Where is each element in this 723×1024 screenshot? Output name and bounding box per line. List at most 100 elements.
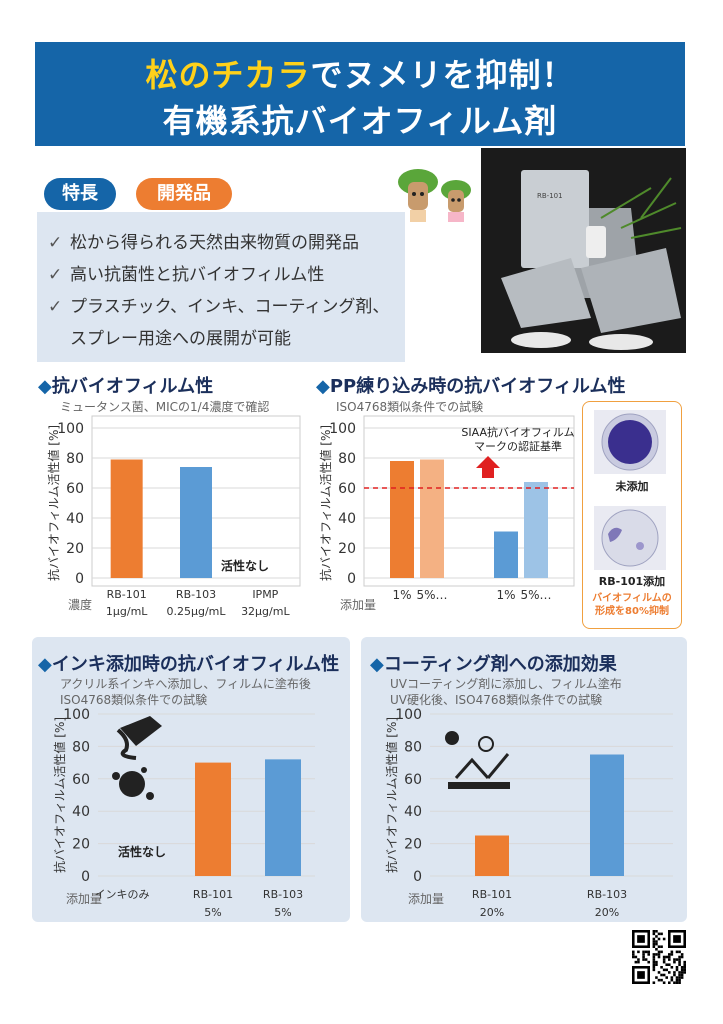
section-title-antibiofilm: ◆抗バイオフィルム性 bbox=[38, 376, 214, 397]
x-category-label: RB-103 bbox=[176, 588, 216, 601]
title-banner: 松のチカラでヌメリを抑制！ 有機系抗バイオフィルム剤 bbox=[35, 42, 685, 146]
y-tick-label: 60 bbox=[404, 772, 422, 788]
section-subtitle: ISO4768類似条件での試験 bbox=[336, 400, 484, 414]
y-tick-label: 0 bbox=[413, 869, 422, 885]
x-category-sublabel: 20% bbox=[480, 906, 504, 919]
feature-item-3: ✓ プラスチック、インキ、コーティング剤、 bbox=[48, 292, 389, 317]
x-category-label: IPMP bbox=[252, 588, 278, 601]
title-highlight: 松のチカラ bbox=[145, 56, 311, 94]
title-line-1-rest: でヌメリを抑制！ bbox=[310, 56, 575, 94]
title-line-2: 有機系抗バイオフィルム剤 bbox=[162, 102, 558, 140]
ink-pen-icon bbox=[116, 716, 162, 760]
bar bbox=[265, 759, 301, 876]
y-tick-label: 80 bbox=[72, 739, 90, 755]
qr-code[interactable] bbox=[632, 930, 686, 984]
x-row-label: 濃度 bbox=[68, 597, 92, 612]
y-axis-label: 抗バイオフィルム活性値 [%] bbox=[46, 425, 61, 581]
y-tick-label: 60 bbox=[72, 772, 90, 788]
bar bbox=[475, 835, 509, 876]
petri-dish-box bbox=[582, 401, 682, 629]
x-bar-label: 1% bbox=[496, 588, 515, 602]
mascot-illustration bbox=[398, 169, 471, 222]
y-tick-label: 40 bbox=[404, 804, 422, 820]
check-icon: ✓ bbox=[48, 233, 63, 253]
x-category-sublabel: 32μg/mL bbox=[241, 605, 290, 618]
check-icon: ✓ bbox=[48, 297, 63, 317]
x-row-label: 添加量 bbox=[408, 892, 444, 906]
y-tick-label: 40 bbox=[66, 511, 84, 527]
petri-dish-rb101 bbox=[594, 506, 666, 570]
y-tick-label: 60 bbox=[338, 481, 356, 497]
x-bar-label: 5%… bbox=[416, 588, 447, 602]
x-category-sublabel: 5% bbox=[204, 906, 221, 919]
bacteria-repel-icon bbox=[445, 731, 510, 789]
check-icon: ✓ bbox=[48, 265, 63, 285]
x-category-label: RB-101 bbox=[472, 888, 512, 901]
x-category-label: RB-103 bbox=[587, 888, 627, 901]
panel-coating bbox=[361, 637, 687, 922]
section-subtitle-1: UVコーティング剤に添加し、フィルム塗布 bbox=[390, 677, 622, 691]
y-tick-label: 80 bbox=[66, 451, 84, 467]
y-tick-label: 100 bbox=[395, 707, 422, 723]
bar bbox=[524, 482, 548, 578]
y-tick-label: 20 bbox=[338, 541, 356, 557]
y-tick-label: 0 bbox=[347, 571, 356, 587]
y-tick-label: 0 bbox=[75, 571, 84, 587]
features-badge: 特長 bbox=[44, 178, 116, 210]
x-category-label: RB-103 bbox=[263, 888, 303, 901]
y-tick-label: 100 bbox=[329, 421, 356, 437]
y-axis-label: 抗バイオフィルム活性値 [%] bbox=[318, 425, 333, 581]
x-category-sublabel: 0.25μg/mL bbox=[166, 605, 226, 618]
up-arrow-icon bbox=[476, 456, 500, 478]
feature-text: スプレー用途への展開が可能 bbox=[70, 329, 291, 349]
resin-pellets bbox=[511, 332, 571, 348]
x-category-label: RB-101 bbox=[107, 588, 147, 601]
y-tick-label: 20 bbox=[72, 837, 90, 853]
x-row-label: 添加量 bbox=[340, 598, 376, 612]
section-subtitle-2: ISO4768類似条件での試験 bbox=[60, 693, 208, 707]
y-tick-label: 0 bbox=[81, 869, 90, 885]
reference-label-2: マークの認証基準 bbox=[474, 439, 562, 453]
mascot-pine-boy bbox=[398, 169, 438, 222]
x-category-label: インキのみ bbox=[95, 888, 150, 901]
section-title-coating: ◆コーティング剤への添加効果 bbox=[370, 654, 617, 675]
section-title-ink: ◆インキ添加時の抗バイオフィルム性 bbox=[38, 654, 340, 675]
section-subtitle-1: アクリル系インキへ添加し、フィルムに塗布後 bbox=[60, 677, 311, 691]
bar bbox=[590, 754, 624, 876]
feature-text: 松から得られる天然由来物質の開発品 bbox=[70, 233, 359, 253]
y-tick-label: 40 bbox=[338, 511, 356, 527]
feature-item-2: ✓ 高い抗菌性と抗バイオフィルム性 bbox=[48, 260, 324, 285]
bar bbox=[390, 461, 414, 578]
mascot-pine-girl bbox=[441, 180, 471, 222]
petri-dish-control bbox=[594, 410, 666, 474]
y-tick-label: 80 bbox=[338, 451, 356, 467]
y-tick-label: 20 bbox=[66, 541, 84, 557]
petri-label-rb101: RB-101添加 bbox=[598, 575, 666, 588]
petri-note: バイオフィルムの 形成を80%抑制 bbox=[592, 593, 672, 617]
y-tick-label: 60 bbox=[66, 481, 84, 497]
y-tick-label: 20 bbox=[404, 837, 422, 853]
section-subtitle: ミュータンス菌、MICの1/4濃度で確認 bbox=[60, 400, 270, 414]
reference-label-1: SIAA抗バイオフィルム bbox=[461, 425, 574, 439]
ink-splat-icon bbox=[112, 767, 154, 800]
y-axis-label: 抗バイオフィルム活性値 [%] bbox=[52, 717, 67, 873]
x-category-sublabel: 1μg/mL bbox=[106, 605, 148, 618]
title-line-1: 松のチカラでヌメリを抑制！ bbox=[35, 50, 685, 96]
x-bar-label: 1% bbox=[392, 588, 411, 602]
feature-item-1: ✓ 松から得られる天然由来物質の開発品 bbox=[48, 228, 359, 253]
section-title-pp: ◆PP練り込み時の抗バイオフィルム性 bbox=[316, 376, 626, 397]
foil-pouch bbox=[521, 170, 589, 268]
bar bbox=[195, 762, 231, 876]
annotation-no-activity: 活性なし bbox=[221, 558, 269, 573]
y-tick-label: 100 bbox=[63, 707, 90, 723]
y-tick-label: 40 bbox=[72, 804, 90, 820]
x-row-label: 添加量 bbox=[66, 892, 102, 906]
bar bbox=[420, 459, 444, 578]
bar bbox=[494, 531, 518, 578]
feature-text: 高い抗菌性と抗バイオフィルム性 bbox=[70, 265, 325, 285]
y-tick-label: 80 bbox=[404, 739, 422, 755]
